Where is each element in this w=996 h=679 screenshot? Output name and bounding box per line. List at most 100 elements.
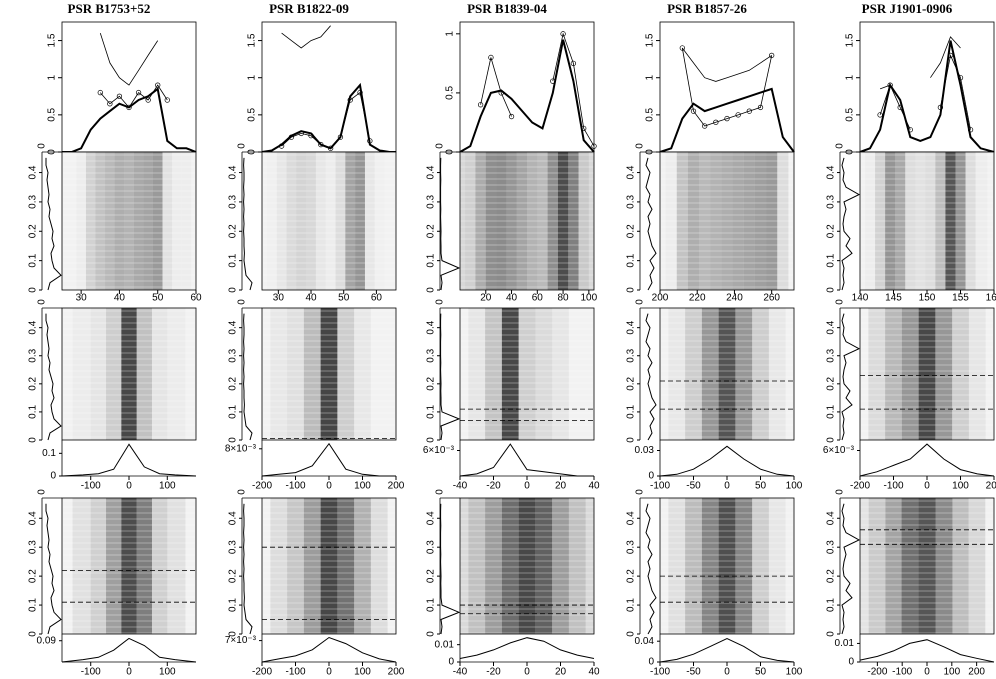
heat-strip <box>501 498 519 634</box>
x-tick-label: 0 <box>237 489 248 495</box>
heat-strip <box>585 498 594 634</box>
x-tick-label: 0 <box>126 667 132 678</box>
x-tick-label: 0 <box>835 489 846 495</box>
x-tick-label: 160 <box>986 293 996 304</box>
y-tick-label: 0.1 <box>28 253 39 267</box>
x-tick-label: 40 <box>588 667 600 678</box>
y-tick-label: 0 <box>426 437 437 443</box>
x-tick-label: 100 <box>354 667 371 678</box>
y-tick-label: 0.2 <box>826 376 837 390</box>
heat-strip <box>315 152 326 290</box>
heat-strip <box>136 498 152 634</box>
x-tick-label: -200 <box>252 481 272 492</box>
heat-strip <box>918 308 936 440</box>
heat-strip <box>468 308 486 440</box>
x-tick-label: -200 <box>867 667 887 678</box>
heat-strip <box>968 498 986 634</box>
y-tick-label: 0.5 <box>845 107 856 121</box>
heat-strip <box>668 308 685 440</box>
y-tick-label: 0.4 <box>626 320 637 334</box>
hist-line <box>45 157 62 291</box>
profile-line <box>940 54 971 130</box>
heat-strip <box>355 152 365 290</box>
panel-title: PSR J1901-0906 <box>862 1 953 16</box>
y-tick-label: 0.2 <box>426 376 437 390</box>
x-tick-label: 50 <box>755 667 767 678</box>
bottom-profile <box>859 639 995 663</box>
y-tick-label: 0.2 <box>228 569 239 583</box>
heat-strip <box>388 498 396 634</box>
profile-marker <box>690 108 697 114</box>
heat-strip <box>106 308 122 440</box>
x-tick-label: 0 <box>435 489 446 495</box>
profile-marker <box>278 143 285 149</box>
y-tick-label: 0.3 <box>426 195 437 209</box>
y-tick-label: 0 <box>28 631 39 637</box>
heat-strip <box>952 498 969 634</box>
y-tick-label: 0.3 <box>228 195 239 209</box>
hist-line <box>440 313 461 441</box>
x-tick-label: 0 <box>724 667 730 678</box>
profile-marker <box>164 97 170 103</box>
y-tick-label: 0.1 <box>42 448 56 459</box>
y-tick-label: 0.09 <box>37 635 57 646</box>
y-tick-label: 0.1 <box>228 598 239 612</box>
heat-strip <box>167 308 185 440</box>
profile-marker <box>757 104 764 111</box>
heat-strip <box>718 498 736 634</box>
heat-strip <box>262 308 270 440</box>
y-tick-label: 0.3 <box>228 348 239 362</box>
x-tick-label: -200 <box>252 667 272 678</box>
panel-title: PSR B1857-26 <box>667 1 747 16</box>
x-tick-label: 100 <box>952 481 969 492</box>
y-tick-label: 0.4 <box>626 165 637 179</box>
x-tick-label: 30 <box>76 293 88 304</box>
profile-line <box>62 87 197 153</box>
y-tick-label: 0 <box>626 631 637 637</box>
heat-strip <box>901 308 919 440</box>
heat-strip <box>320 308 338 440</box>
heat-strip <box>660 308 668 440</box>
heat-strip <box>685 308 702 440</box>
bottom-profile <box>61 637 197 663</box>
heat-strip <box>901 498 919 634</box>
heat-strip <box>151 498 168 634</box>
heat-strip <box>935 498 953 634</box>
profile-marker <box>347 97 353 103</box>
profile-marker <box>288 134 295 140</box>
y-tick-label: 0.2 <box>228 376 239 390</box>
x-tick-label: -100 <box>650 481 670 492</box>
heat-strip <box>90 498 107 634</box>
x-tick-label: 50 <box>338 293 350 304</box>
heat-strip <box>475 152 486 290</box>
y-tick-label: 0.3 <box>626 540 637 554</box>
heatmap-frame <box>261 151 397 291</box>
y-tick-label: 1.5 <box>47 33 58 47</box>
y-tick-label: 0.4 <box>228 320 239 334</box>
heat-strip <box>701 498 719 634</box>
heat-strip <box>501 308 519 440</box>
heat-strip <box>568 152 579 290</box>
y-tick-label: 1 <box>47 74 58 80</box>
heat-strip <box>955 152 966 290</box>
heat-strip <box>151 308 168 440</box>
y-tick-label: 7×10⁻³ <box>225 635 257 646</box>
y-tick-label: 0.4 <box>28 165 39 179</box>
x-tick-label: -100 <box>285 667 305 678</box>
y-tick-label: 0.2 <box>228 224 239 238</box>
profile-marker <box>937 104 944 111</box>
y-tick-label: 0.03 <box>635 445 655 456</box>
y-tick-label: 0.1 <box>626 253 637 267</box>
profile-marker <box>735 112 741 118</box>
x-tick-label: -50 <box>686 667 701 678</box>
heatmap-bg <box>460 308 594 440</box>
y-tick-label: 0.01 <box>435 639 455 650</box>
y-tick-label: 0.2 <box>426 569 437 583</box>
profile-frame <box>659 21 795 153</box>
profile-line <box>552 32 595 147</box>
hist-line <box>841 313 861 441</box>
y-tick-label: 0.4 <box>426 165 437 179</box>
profile-marker <box>769 52 775 59</box>
heat-strip <box>185 308 196 440</box>
bottom-profile <box>659 445 795 477</box>
